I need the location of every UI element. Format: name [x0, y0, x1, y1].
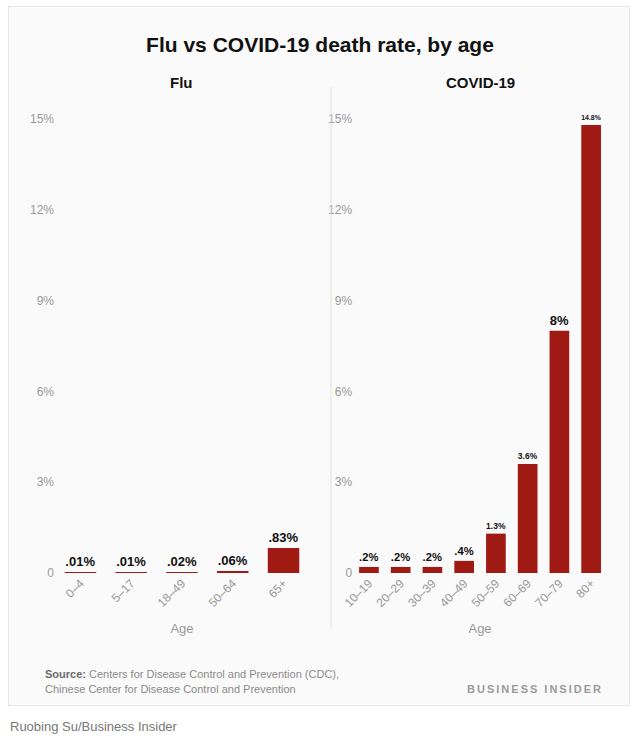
- svg-text:30–39: 30–39: [405, 576, 439, 610]
- svg-text:.4%: .4%: [454, 545, 473, 557]
- svg-text:10–19: 10–19: [342, 576, 376, 610]
- svg-text:.01%: .01%: [116, 554, 146, 569]
- svg-text:5–17: 5–17: [109, 576, 138, 605]
- svg-text:18–49: 18–49: [155, 576, 189, 610]
- svg-text:3%: 3%: [335, 475, 353, 489]
- svg-text:.2%: .2%: [423, 551, 442, 563]
- svg-text:3%: 3%: [37, 475, 55, 489]
- svg-text:9%: 9%: [335, 294, 353, 308]
- html-text:Flu vs COVID-19 death rate, by: Flu vs COVID-19 death rate, by age: [146, 33, 494, 56]
- svg-text:Age: Age: [468, 621, 491, 636]
- svg-text:65+: 65+: [266, 576, 290, 600]
- svg-text:70–79: 70–79: [532, 576, 566, 610]
- svg-text:.06%: .06%: [218, 553, 248, 568]
- svg-text:.83%: .83%: [268, 530, 298, 545]
- svg-text:Flu: Flu: [170, 74, 193, 91]
- svg-text:6%: 6%: [335, 385, 353, 399]
- svg-text:15%: 15%: [328, 112, 352, 126]
- svg-text:0–4: 0–4: [63, 576, 87, 600]
- svg-text:0: 0: [47, 566, 54, 580]
- svg-text:0: 0: [345, 566, 352, 580]
- svg-text:3.6%: 3.6%: [518, 451, 538, 461]
- svg-text:8%: 8%: [550, 313, 569, 328]
- svg-text:50–59: 50–59: [469, 576, 503, 610]
- svg-text:80+: 80+: [573, 576, 597, 600]
- svg-text:.02%: .02%: [167, 554, 197, 569]
- svg-text:14.8%: 14.8%: [581, 114, 600, 121]
- svg-text:.01%: .01%: [65, 554, 95, 569]
- html-text:Source: Centers for Disease Co: Source: Centers for Disease Control and …: [45, 668, 340, 680]
- svg-text:50–64: 50–64: [206, 576, 240, 610]
- svg-text:.2%: .2%: [359, 551, 378, 563]
- svg-text:COVID-19: COVID-19: [446, 74, 515, 91]
- svg-text:15%: 15%: [30, 112, 54, 126]
- svg-text:Age: Age: [170, 621, 193, 636]
- svg-text:9%: 9%: [37, 294, 55, 308]
- svg-text:12%: 12%: [30, 203, 54, 217]
- svg-text:60–69: 60–69: [501, 576, 535, 610]
- svg-text:.2%: .2%: [391, 551, 410, 563]
- svg-text:6%: 6%: [37, 385, 55, 399]
- svg-text:12%: 12%: [328, 203, 352, 217]
- svg-text:20–29: 20–29: [374, 576, 408, 610]
- svg-text:40–49: 40–49: [437, 576, 471, 610]
- html-text:Chinese Center for Disease Con: Chinese Center for Disease Control and P…: [45, 683, 296, 695]
- svg-text:1.3%: 1.3%: [486, 521, 506, 531]
- html-text:Ruobing Su/Business Insider: Ruobing Su/Business Insider: [10, 719, 177, 734]
- html-text:BUSINESS INSIDER: BUSINESS INSIDER: [467, 683, 603, 695]
